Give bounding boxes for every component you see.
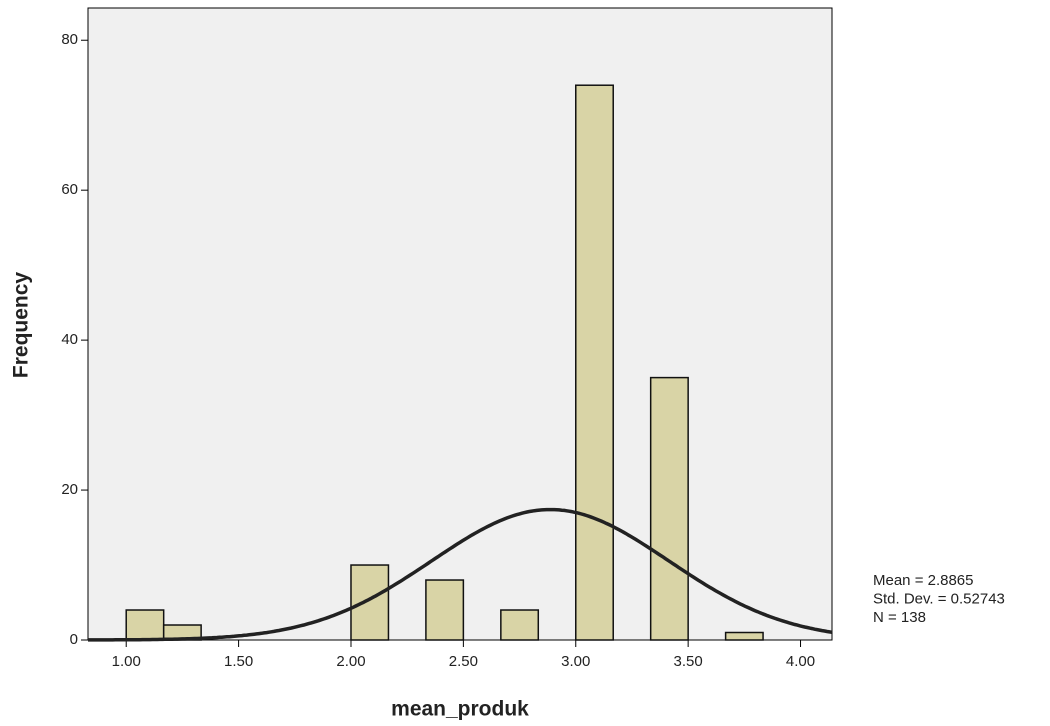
- normal-curve: [88, 507, 833, 642]
- bar: [425, 579, 465, 641]
- x-tick-label: 4.00: [786, 653, 815, 670]
- bar: [575, 84, 614, 641]
- y-axis-title: Frequency: [10, 272, 33, 379]
- x-tick-label: 1.50: [224, 653, 253, 670]
- stat-label: N = 138: [873, 609, 926, 626]
- stat-label: Mean = 2.8865: [873, 572, 974, 589]
- bar: [125, 609, 165, 641]
- plot-area: [87, 7, 833, 641]
- y-tick-label: 40: [61, 331, 78, 348]
- x-tick-label: 1.00: [112, 653, 141, 670]
- x-tick-label: 3.00: [561, 653, 590, 670]
- x-tick-label: 2.50: [449, 653, 478, 670]
- bar: [649, 376, 689, 641]
- y-tick-label: 0: [70, 631, 78, 648]
- x-tick-label: 2.00: [336, 653, 365, 670]
- stat-label: Std. Dev. = 0.52743: [873, 590, 1005, 607]
- bar: [724, 631, 764, 641]
- x-axis-title: mean_produk: [391, 698, 529, 721]
- x-tick-label: 3.50: [674, 653, 703, 670]
- bar: [500, 609, 540, 641]
- y-tick-label: 80: [61, 31, 78, 48]
- y-tick-label: 20: [61, 481, 78, 498]
- bar: [350, 564, 390, 641]
- y-tick-label: 60: [61, 181, 78, 198]
